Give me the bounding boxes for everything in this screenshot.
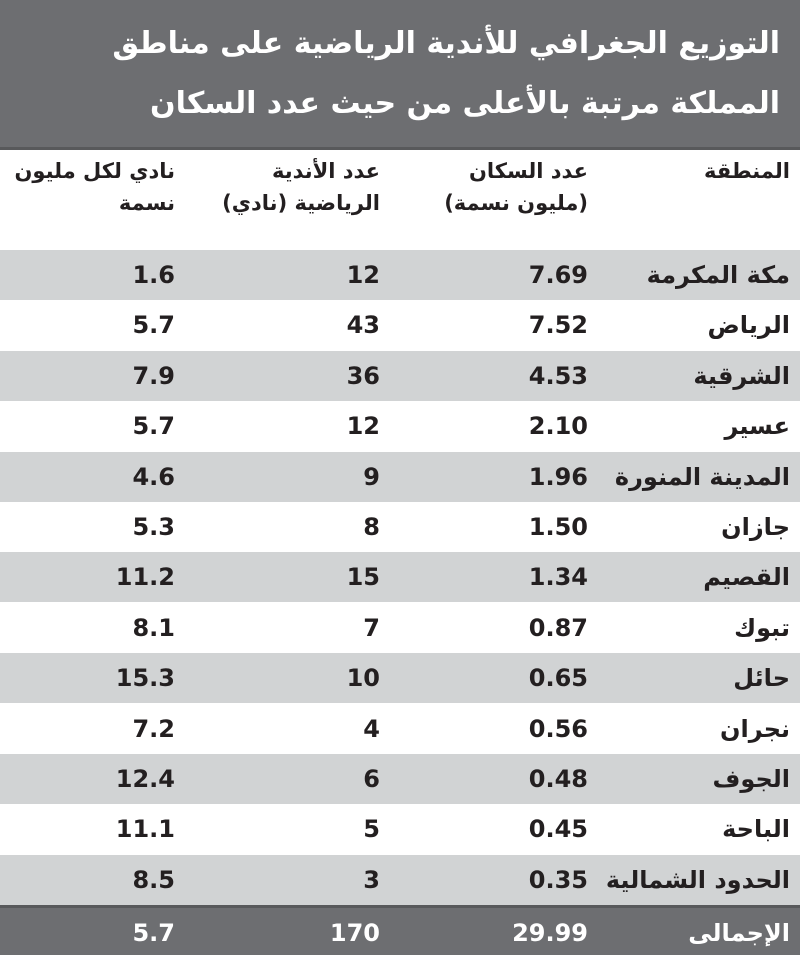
- cell-per-million: 11.1: [115, 815, 175, 844]
- cell-clubs: 5: [363, 815, 380, 844]
- header-clubs-line2: الرياضية (نادي): [222, 191, 380, 215]
- cell-region: الجوف: [712, 765, 790, 793]
- header-per-million: نادي لكل مليون نسمة: [5, 155, 176, 245]
- total-per-million: 5.7: [132, 919, 175, 947]
- table-row: تبوك 0.87 7 8.1: [0, 603, 800, 653]
- table-row: جازان 1.50 8 5.3: [0, 502, 800, 552]
- cell-population: 0.45: [528, 815, 588, 844]
- header-population-line2: (مليون نسمة): [444, 191, 588, 215]
- title-banner: التوزيع الجغرافي للأندية الرياضية على من…: [0, 0, 800, 150]
- cell-region: الحدود الشمالية: [605, 865, 790, 894]
- cell-per-million: 12.4: [115, 765, 175, 793]
- table-row: نجران 0.56 4 7.2: [0, 704, 800, 754]
- title-line-2: المملكة مرتبة بالأعلى من حيث عدد السكان: [149, 86, 780, 121]
- cell-population: 2.10: [528, 412, 588, 441]
- cell-clubs: 15: [346, 563, 380, 592]
- cell-population: 0.35: [528, 865, 588, 894]
- table-row: الشرقية 4.53 36 7.9: [0, 350, 800, 401]
- cell-per-million: 5.3: [132, 513, 175, 541]
- cell-per-million: 15.3: [115, 664, 175, 693]
- table-row: عسير 2.10 12 5.7: [0, 401, 800, 451]
- table-row: الحدود الشمالية 0.35 3 8.5: [0, 854, 800, 905]
- cell-clubs: 12: [346, 261, 380, 289]
- cell-per-million: 5.7: [132, 412, 175, 441]
- cell-population: 7.52: [528, 311, 588, 340]
- cell-region: جازان: [721, 513, 790, 541]
- title-line-1: التوزيع الجغرافي للأندية الرياضية على من…: [112, 26, 780, 61]
- cell-region: الرياض: [707, 311, 790, 340]
- cell-population: 0.48: [528, 765, 588, 793]
- cell-per-million: 8.5: [132, 865, 175, 894]
- cell-clubs: 8: [363, 513, 380, 541]
- cell-region: تبوك: [734, 613, 790, 642]
- table-row: الباحة 0.45 5 11.1: [0, 804, 800, 854]
- header-population: عدد السكان (مليون نسمة): [393, 155, 588, 245]
- total-clubs: 170: [329, 919, 380, 947]
- cell-region: الشرقية: [693, 361, 790, 390]
- header-clubs-line1: عدد الأندية: [271, 159, 380, 183]
- cell-per-million: 11.2: [115, 563, 175, 592]
- cell-population: 4.53: [528, 361, 588, 390]
- cell-region: عسير: [724, 412, 790, 441]
- cell-clubs: 7: [363, 613, 380, 642]
- cell-clubs: 9: [363, 462, 380, 491]
- total-label: الإجمالى: [688, 919, 790, 947]
- table-row: المدينة المنورة 1.96 9 4.6: [0, 451, 800, 502]
- header-population-line1: عدد السكان: [468, 159, 588, 183]
- cell-region: نجران: [720, 714, 790, 743]
- cell-population: 1.50: [528, 513, 588, 541]
- table-row: حائل 0.65 10 15.3: [0, 653, 800, 704]
- cell-per-million: 4.6: [132, 462, 175, 491]
- header-per-million-line1: نادي لكل مليون: [14, 159, 176, 183]
- cell-region: القصيم: [703, 563, 790, 592]
- table-row: مكة المكرمة 7.69 12 1.6: [0, 250, 800, 300]
- cell-population: 1.34: [528, 563, 588, 592]
- header-per-million-line2: نسمة: [118, 191, 175, 215]
- cell-per-million: 7.2: [132, 714, 175, 743]
- cell-per-million: 8.1: [132, 613, 175, 642]
- table-row: الجوف 0.48 6 12.4: [0, 754, 800, 804]
- table-row: الرياض 7.52 43 5.7: [0, 300, 800, 350]
- cell-clubs: 36: [346, 361, 380, 390]
- cell-region: المدينة المنورة: [614, 462, 790, 491]
- cell-per-million: 5.7: [132, 311, 175, 340]
- cell-population: 0.87: [528, 613, 588, 642]
- cell-clubs: 4: [363, 714, 380, 743]
- cell-clubs: 3: [363, 865, 380, 894]
- cell-population: 0.65: [528, 664, 588, 693]
- table-row: القصيم 1.34 15 11.2: [0, 552, 800, 603]
- cell-clubs: 10: [346, 664, 380, 693]
- cell-population: 7.69: [528, 261, 588, 289]
- cell-region: مكة المكرمة: [646, 261, 790, 289]
- cell-region: الباحة: [722, 815, 790, 844]
- cell-population: 1.96: [528, 462, 588, 491]
- cell-population: 0.56: [528, 714, 588, 743]
- total-row: الإجمالى 29.99 170 5.7: [0, 905, 800, 955]
- cell-clubs: 12: [346, 412, 380, 441]
- cell-per-million: 7.9: [132, 361, 175, 390]
- header-region: المنطقة: [600, 155, 790, 245]
- header-clubs: عدد الأندية الرياضية (نادي): [185, 155, 380, 245]
- cell-clubs: 43: [346, 311, 380, 340]
- cell-clubs: 6: [363, 765, 380, 793]
- header-region-label: المنطقة: [703, 159, 790, 183]
- cell-region: حائل: [733, 664, 790, 693]
- total-population: 29.99: [512, 919, 588, 947]
- cell-per-million: 1.6: [132, 261, 175, 289]
